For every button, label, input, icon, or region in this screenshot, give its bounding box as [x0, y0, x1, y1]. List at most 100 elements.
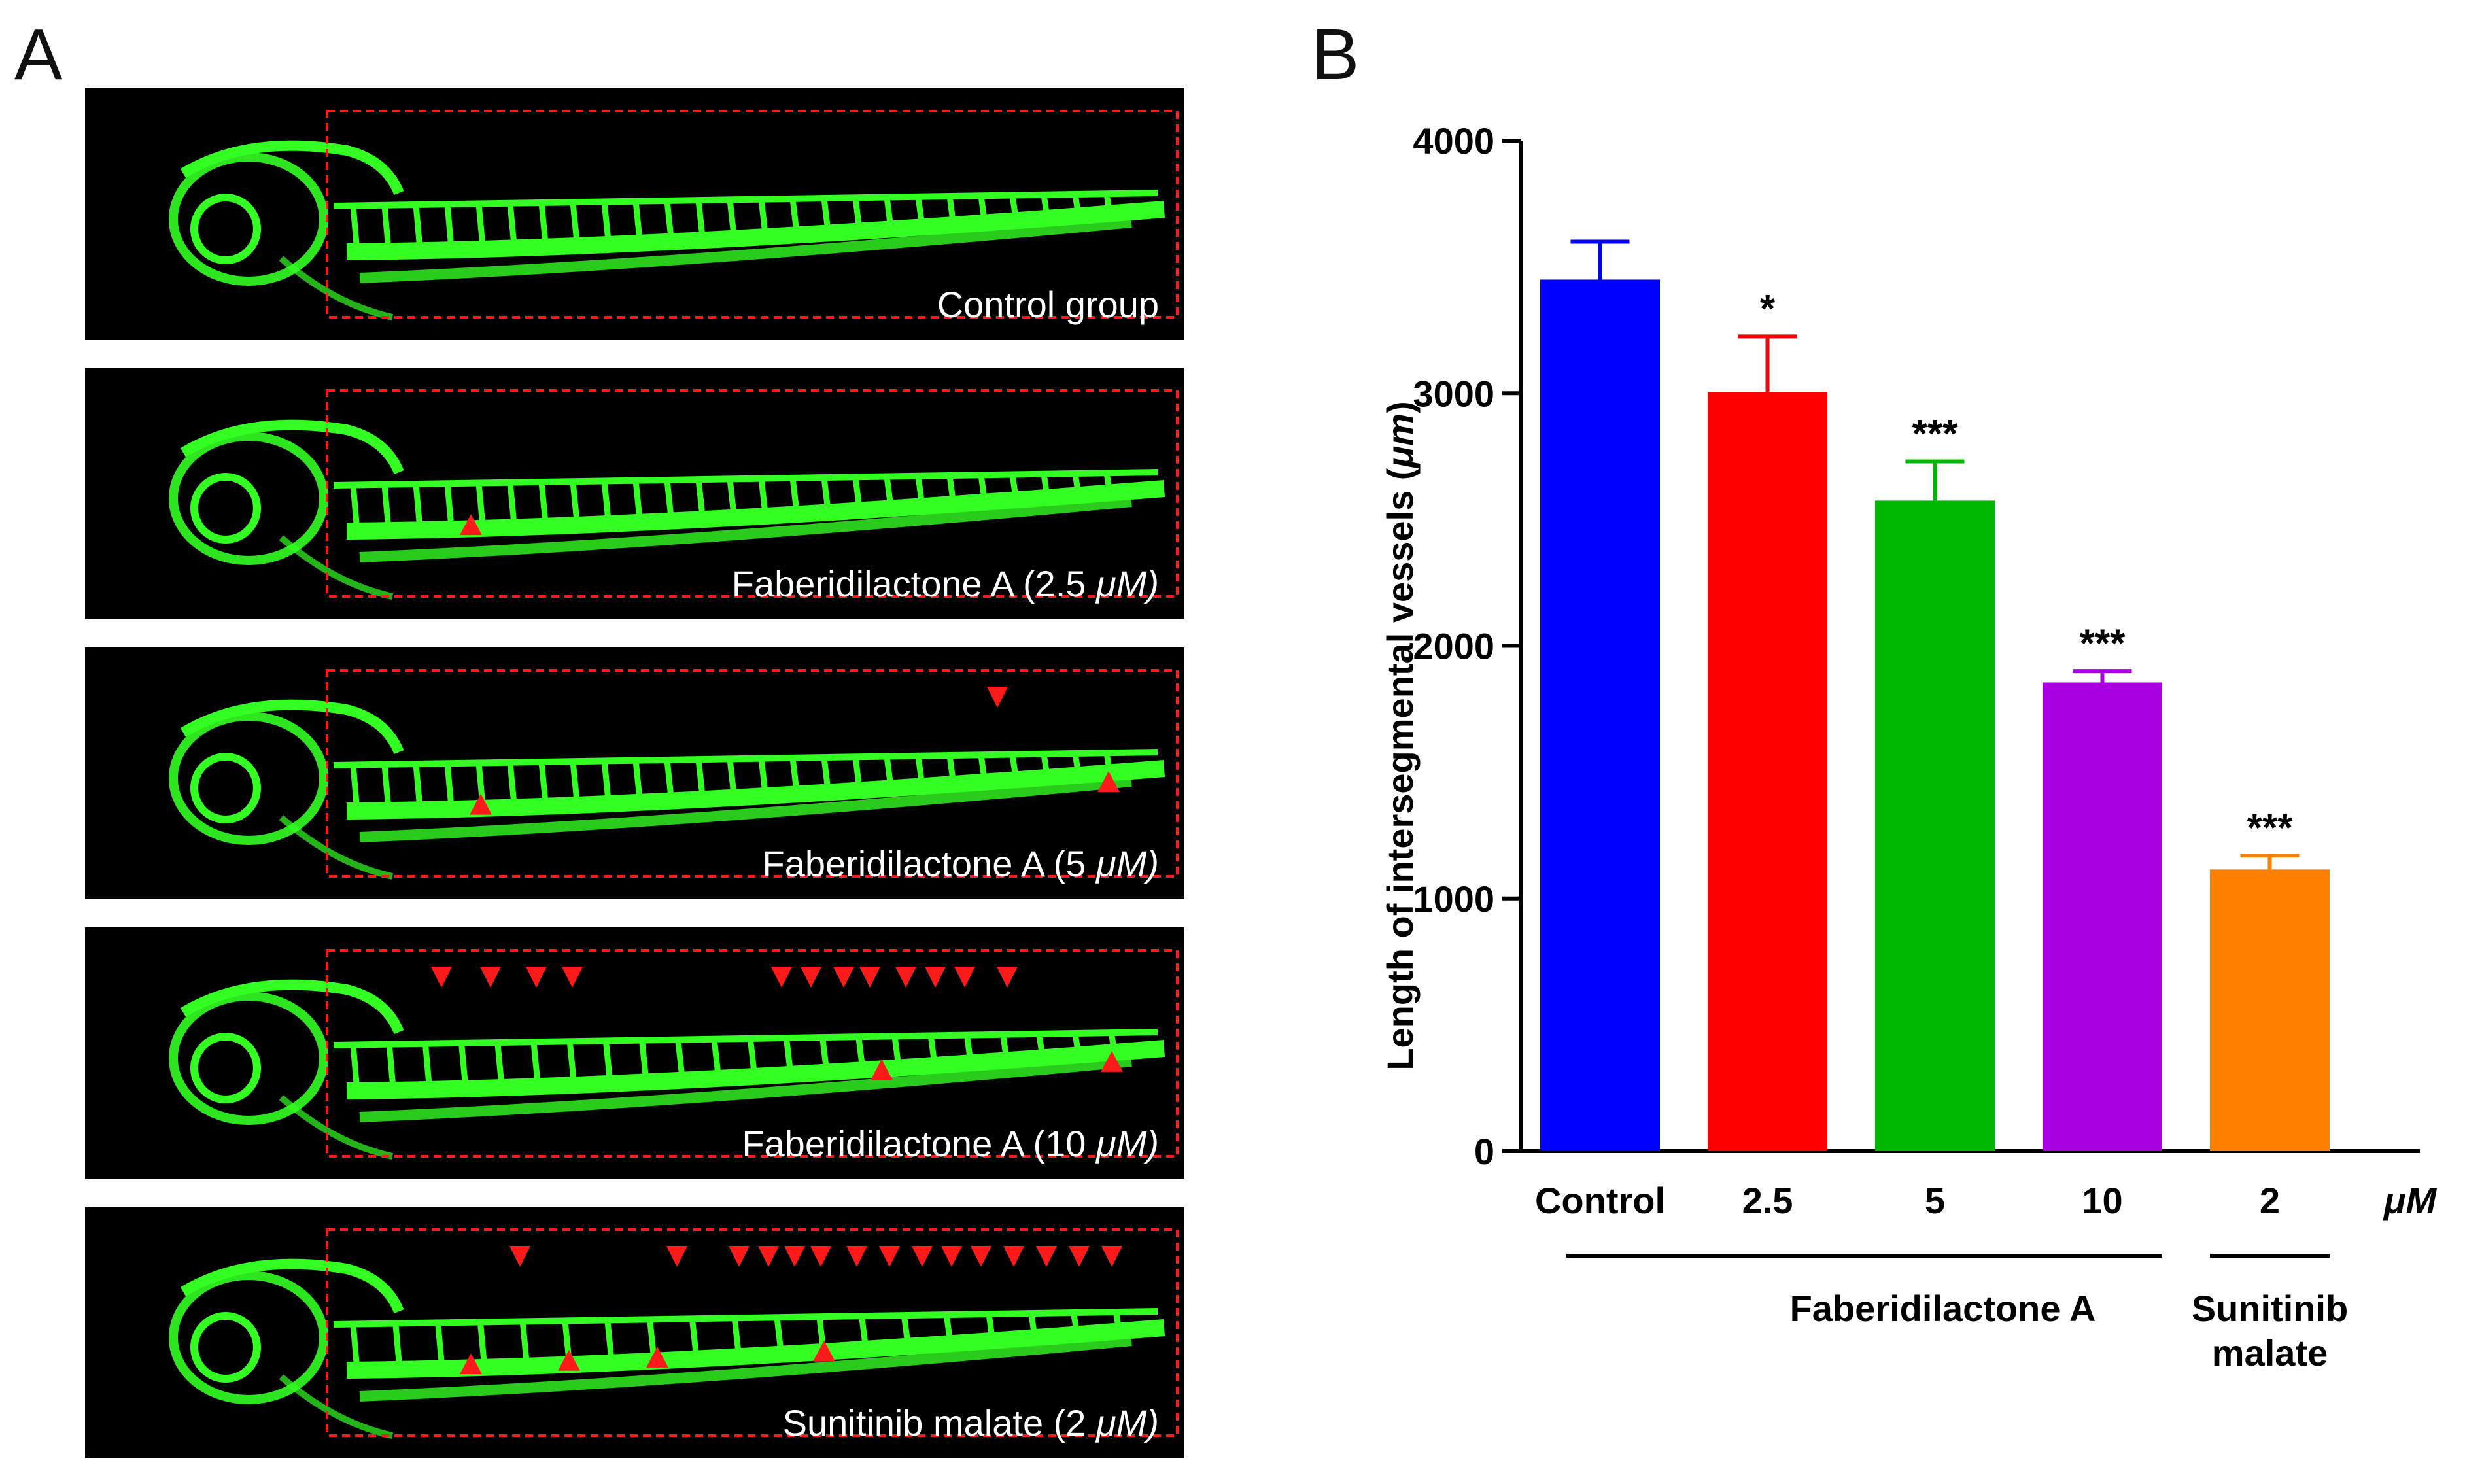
defect-marker-down: [526, 967, 547, 988]
isv-vessel: [1072, 1033, 1082, 1060]
unit-label: μM: [2383, 1180, 2438, 1221]
fish-head: [169, 1271, 328, 1404]
isv-vessel: [1000, 1034, 1010, 1063]
fish-yolk-vessel: [279, 1374, 394, 1439]
defect-marker-down: [1069, 1246, 1090, 1267]
isv-vessel: [1103, 193, 1114, 219]
isv-vessel: [1036, 1033, 1046, 1061]
isv-vessel: [350, 205, 360, 252]
fish-image-fa-10: Faberidilactone A (10 μM): [85, 927, 1184, 1179]
fish-head: [169, 432, 328, 565]
defect-marker-down: [480, 967, 501, 988]
isv-vessel: [1112, 1311, 1123, 1337]
group-label: malate: [2212, 1332, 2328, 1373]
bar: [1875, 500, 1995, 1151]
isv-vessel: [632, 480, 643, 519]
fish-head-vessel: [180, 979, 404, 1035]
fish-label: Faberidilactone A (2.5 μM): [731, 563, 1159, 604]
isv-vessel: [519, 1321, 530, 1363]
isv-vessel: [884, 476, 894, 508]
dorsal-vessel: [333, 749, 1158, 768]
isv-vessel: [475, 483, 486, 526]
dorsal-vessel: [333, 190, 1158, 209]
isv-vessel: [1108, 1032, 1118, 1058]
isv-vessel: [413, 483, 423, 528]
cardinal-vein: [359, 496, 1132, 562]
isv-vessel: [727, 759, 737, 795]
isv-vessel: [1103, 472, 1114, 498]
defect-marker-down: [912, 1246, 933, 1267]
defect-marker-up: [470, 793, 492, 815]
fish-eye: [190, 1312, 261, 1383]
isv-vessel: [570, 761, 580, 802]
defect-marker-down: [771, 967, 792, 988]
isv-vessel: [444, 483, 455, 527]
defect-marker-down: [1036, 1246, 1057, 1267]
cardinal-vein: [359, 776, 1132, 842]
cardinal-vein: [359, 1336, 1132, 1402]
isv-vessel: [381, 205, 392, 250]
defect-marker-down: [895, 967, 916, 988]
isv-vessel: [819, 1037, 830, 1071]
group-label: Sunitinib: [2192, 1288, 2349, 1329]
defect-marker-down: [431, 967, 452, 988]
significance-label: ***: [1912, 412, 1958, 456]
fish-label: Control group: [937, 284, 1159, 325]
isv-vessel: [386, 1044, 396, 1090]
fish-head: [169, 712, 328, 845]
isv-vessel: [915, 196, 925, 228]
isv-vessel: [727, 479, 737, 515]
isv-vessel: [538, 481, 549, 523]
isv-vessel: [789, 198, 800, 233]
isv-vessel: [458, 1043, 469, 1086]
isv-vessel: [927, 1035, 938, 1066]
isv-vessel: [821, 198, 831, 232]
defect-marker-up: [813, 1340, 835, 1362]
isv-vessel: [946, 475, 957, 506]
fish-svg: [169, 389, 1179, 600]
isv-vessel: [632, 201, 643, 240]
isv-vessel: [570, 481, 580, 522]
defect-marker-down: [784, 1246, 805, 1267]
roi-box: [326, 1228, 1179, 1437]
isv-vessel: [639, 1040, 649, 1078]
isv-vessel: [901, 1315, 911, 1347]
x-tick-label: 5: [1925, 1180, 1945, 1221]
fish-head-vessel: [180, 419, 404, 475]
isv-vessel: [435, 1322, 445, 1367]
isv-vessel: [350, 765, 360, 811]
isv-vessel: [783, 1037, 793, 1072]
isv-vessel: [891, 1036, 902, 1067]
isv-vessel: [664, 759, 674, 797]
isv-vessel: [381, 764, 392, 810]
isv-vessel: [1103, 752, 1114, 778]
isv-vessel: [530, 1041, 541, 1083]
x-tick-label: Control: [1535, 1180, 1665, 1221]
isv-vessel: [711, 1039, 721, 1075]
dorsal-aorta: [346, 201, 1165, 260]
isv-vessel: [647, 1319, 657, 1358]
fish-eye: [190, 194, 261, 264]
x-tick-label: 10: [2082, 1180, 2122, 1221]
isv-vessel: [475, 203, 486, 247]
isv-vessel: [602, 1041, 613, 1080]
isv-vessel: [731, 1318, 742, 1354]
fish-head: [169, 992, 328, 1125]
isv-vessel: [821, 477, 831, 511]
dorsal-aorta: [346, 760, 1165, 820]
defect-marker-down: [666, 1246, 687, 1267]
defect-marker-down: [562, 967, 583, 988]
defect-marker-down: [729, 1246, 750, 1267]
group-label: Faberidilactone A: [1790, 1288, 2096, 1329]
bar-chart: 0 1000 2000 3000 4000 Control * 2.5 *** 5 *** 10 ***…: [1379, 120, 2438, 1373]
fish-head-vessel: [180, 699, 404, 755]
fish-label: Faberidilactone A (10 μM): [742, 1123, 1159, 1164]
fish-head-vessel: [180, 140, 404, 196]
isv-vessel: [943, 1314, 954, 1345]
isv-vessel: [978, 195, 988, 224]
dorsal-vessel: [333, 1029, 1158, 1048]
isv-vessel: [1041, 474, 1051, 501]
cardinal-vein: [359, 1056, 1132, 1122]
isv-vessel: [946, 196, 957, 226]
roi-box: [326, 110, 1179, 319]
